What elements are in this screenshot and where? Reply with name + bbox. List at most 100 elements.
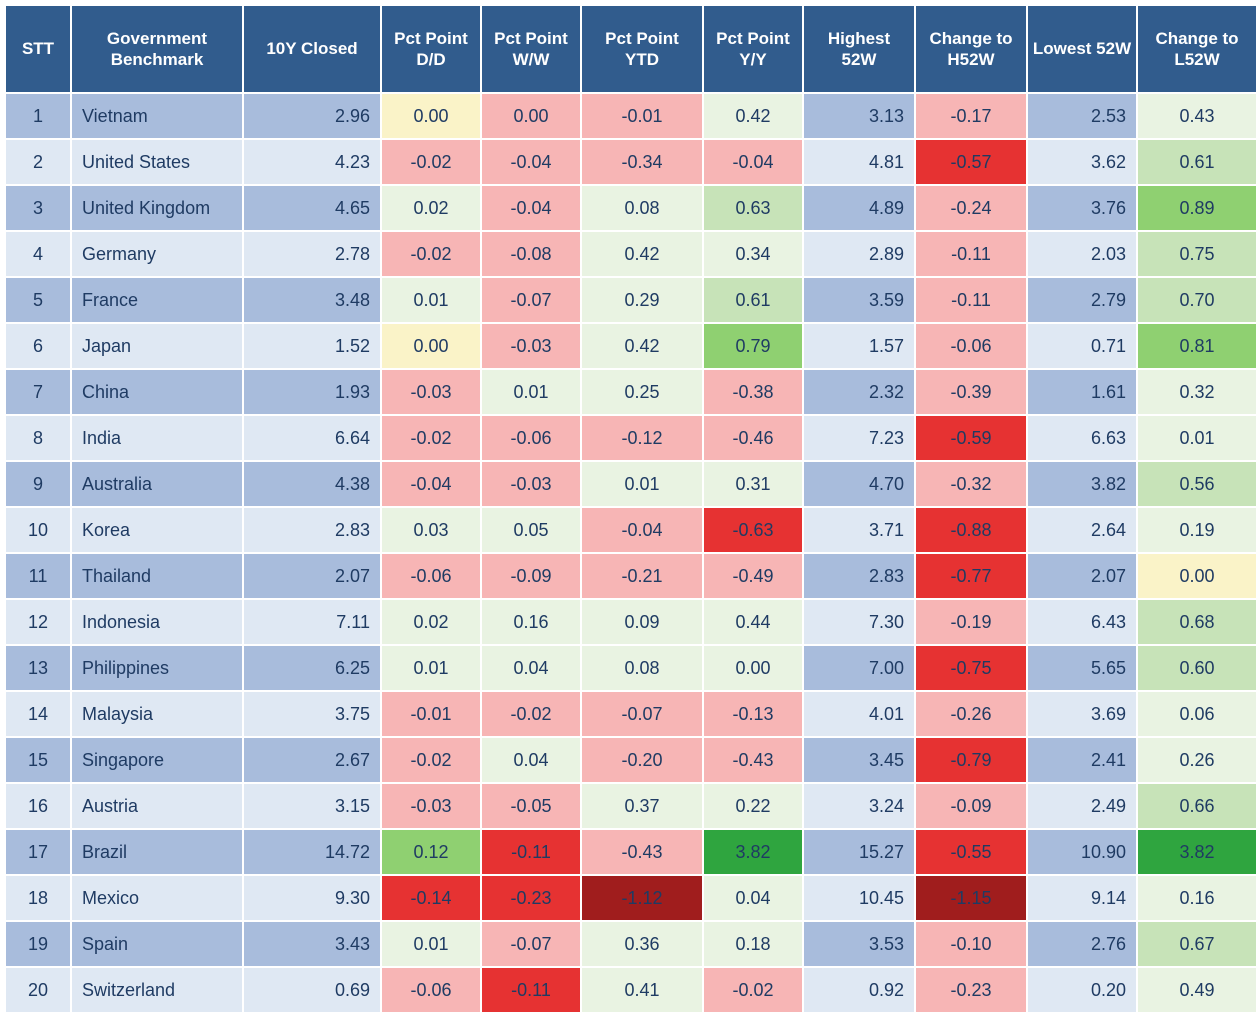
cell-l52: 3.76	[1027, 185, 1137, 231]
cell-closed: 2.83	[243, 507, 381, 553]
table-row: 18Mexico9.30-0.14-0.23-1.120.0410.45-1.1…	[5, 875, 1257, 921]
cell-ch52: -0.75	[915, 645, 1027, 691]
cell-dd: -0.02	[381, 737, 481, 783]
cell-yy: 0.42	[703, 93, 803, 139]
cell-closed: 2.78	[243, 231, 381, 277]
cell-cl52: 0.16	[1137, 875, 1257, 921]
cell-closed: 4.65	[243, 185, 381, 231]
table-row: 8India6.64-0.02-0.06-0.12-0.467.23-0.596…	[5, 415, 1257, 461]
cell-yy: 0.63	[703, 185, 803, 231]
cell-h52: 2.32	[803, 369, 915, 415]
cell-stt: 8	[5, 415, 71, 461]
cell-h52: 4.81	[803, 139, 915, 185]
cell-l52: 3.69	[1027, 691, 1137, 737]
cell-closed: 6.25	[243, 645, 381, 691]
cell-ww: -0.07	[481, 277, 581, 323]
cell-name: Philippines	[71, 645, 243, 691]
cell-stt: 6	[5, 323, 71, 369]
cell-stt: 4	[5, 231, 71, 277]
cell-name: United Kingdom	[71, 185, 243, 231]
cell-l52: 3.82	[1027, 461, 1137, 507]
cell-yy: -0.63	[703, 507, 803, 553]
col-header-0: STT	[5, 5, 71, 93]
cell-stt: 16	[5, 783, 71, 829]
col-header-6: Pct Point Y/Y	[703, 5, 803, 93]
cell-ww: 0.04	[481, 737, 581, 783]
cell-l52: 2.76	[1027, 921, 1137, 967]
cell-h52: 4.89	[803, 185, 915, 231]
cell-name: Vietnam	[71, 93, 243, 139]
cell-cl52: 0.66	[1137, 783, 1257, 829]
cell-h52: 3.24	[803, 783, 915, 829]
cell-stt: 2	[5, 139, 71, 185]
cell-closed: 1.93	[243, 369, 381, 415]
table-row: 13Philippines6.250.010.040.080.007.00-0.…	[5, 645, 1257, 691]
cell-cl52: 0.56	[1137, 461, 1257, 507]
cell-closed: 3.43	[243, 921, 381, 967]
cell-dd: -0.01	[381, 691, 481, 737]
cell-ww: -0.06	[481, 415, 581, 461]
cell-ytd: -0.12	[581, 415, 703, 461]
cell-ch52: -0.55	[915, 829, 1027, 875]
cell-dd: -0.06	[381, 967, 481, 1013]
cell-ww: -0.03	[481, 461, 581, 507]
cell-ytd: 0.01	[581, 461, 703, 507]
cell-ytd: -0.04	[581, 507, 703, 553]
cell-dd: -0.03	[381, 783, 481, 829]
cell-yy: 0.18	[703, 921, 803, 967]
cell-cl52: 0.67	[1137, 921, 1257, 967]
cell-dd: 0.00	[381, 93, 481, 139]
cell-l52: 2.41	[1027, 737, 1137, 783]
cell-name: Thailand	[71, 553, 243, 599]
cell-dd: -0.06	[381, 553, 481, 599]
cell-closed: 4.38	[243, 461, 381, 507]
cell-ytd: -0.21	[581, 553, 703, 599]
cell-cl52: 0.70	[1137, 277, 1257, 323]
cell-ww: -0.04	[481, 139, 581, 185]
col-header-3: Pct Point D/D	[381, 5, 481, 93]
table-row: 6Japan1.520.00-0.030.420.791.57-0.060.71…	[5, 323, 1257, 369]
cell-l52: 2.03	[1027, 231, 1137, 277]
cell-yy: 0.61	[703, 277, 803, 323]
cell-h52: 7.30	[803, 599, 915, 645]
cell-stt: 11	[5, 553, 71, 599]
cell-l52: 2.49	[1027, 783, 1137, 829]
table-row: 14Malaysia3.75-0.01-0.02-0.07-0.134.01-0…	[5, 691, 1257, 737]
cell-name: Singapore	[71, 737, 243, 783]
cell-ch52: -0.59	[915, 415, 1027, 461]
cell-dd: 0.02	[381, 599, 481, 645]
cell-yy: 0.34	[703, 231, 803, 277]
cell-stt: 1	[5, 93, 71, 139]
cell-cl52: 0.49	[1137, 967, 1257, 1013]
cell-h52: 0.92	[803, 967, 915, 1013]
cell-cl52: 0.06	[1137, 691, 1257, 737]
table-row: 19Spain3.430.01-0.070.360.183.53-0.102.7…	[5, 921, 1257, 967]
cell-yy: 0.22	[703, 783, 803, 829]
col-header-8: Change to H52W	[915, 5, 1027, 93]
cell-yy: 0.44	[703, 599, 803, 645]
table-row: 3United Kingdom4.650.02-0.040.080.634.89…	[5, 185, 1257, 231]
cell-ytd: -0.01	[581, 93, 703, 139]
cell-closed: 4.23	[243, 139, 381, 185]
table-header-row: STTGovernment Benchmark10Y ClosedPct Poi…	[5, 5, 1257, 93]
table-row: 4Germany2.78-0.02-0.080.420.342.89-0.112…	[5, 231, 1257, 277]
cell-name: Austria	[71, 783, 243, 829]
cell-cl52: 0.60	[1137, 645, 1257, 691]
cell-yy: -0.49	[703, 553, 803, 599]
cell-h52: 7.00	[803, 645, 915, 691]
cell-h52: 4.01	[803, 691, 915, 737]
cell-h52: 3.53	[803, 921, 915, 967]
cell-ww: -0.04	[481, 185, 581, 231]
cell-closed: 6.64	[243, 415, 381, 461]
cell-ww: -0.23	[481, 875, 581, 921]
cell-l52: 9.14	[1027, 875, 1137, 921]
cell-closed: 2.07	[243, 553, 381, 599]
cell-l52: 5.65	[1027, 645, 1137, 691]
cell-stt: 14	[5, 691, 71, 737]
cell-stt: 15	[5, 737, 71, 783]
bond-yield-table: STTGovernment Benchmark10Y ClosedPct Poi…	[4, 4, 1258, 1014]
cell-cl52: 0.01	[1137, 415, 1257, 461]
cell-dd: -0.04	[381, 461, 481, 507]
cell-ww: -0.02	[481, 691, 581, 737]
cell-ch52: -0.09	[915, 783, 1027, 829]
